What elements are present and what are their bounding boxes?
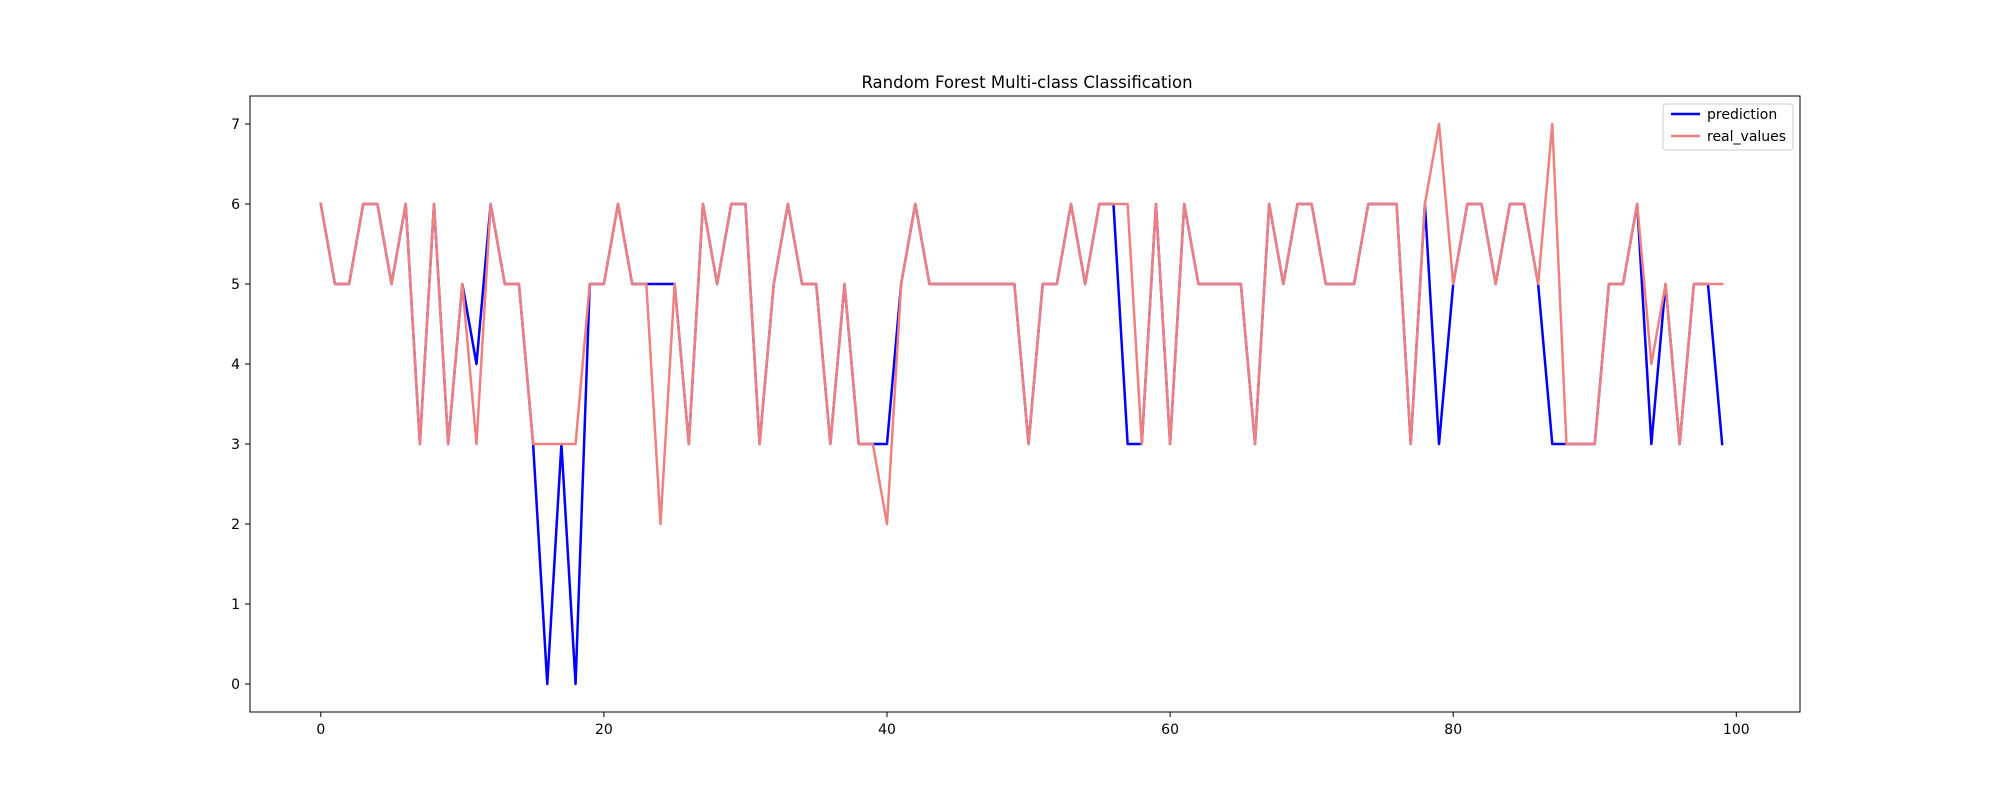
- y-tick-label: 4: [231, 357, 240, 373]
- y-tick-label: 6: [231, 197, 240, 213]
- y-tick-label: 0: [231, 677, 240, 693]
- y-tick-label: 2: [231, 517, 240, 533]
- x-tick-label: 20: [595, 722, 613, 738]
- x-tick-label: 100: [1723, 722, 1750, 738]
- chart-title: Random Forest Multi-class Classification: [861, 73, 1192, 92]
- y-tick-label: 5: [231, 277, 240, 293]
- y-tick-label: 7: [231, 117, 240, 133]
- legend-label-prediction: prediction: [1707, 107, 1777, 123]
- series-line-real-values: [319, 122, 1724, 526]
- x-tick-label: 0: [316, 722, 325, 738]
- y-tick-label: 1: [231, 597, 240, 613]
- y-axis: 0 1 2 3 4 5 6 7: [231, 117, 250, 693]
- y-tick-label: 3: [231, 437, 240, 453]
- x-axis: 0 20 40 60 80 100: [316, 712, 1750, 738]
- x-tick-label: 40: [878, 722, 896, 738]
- x-tick-label: 80: [1444, 722, 1462, 738]
- legend-label-real-values: real_values: [1707, 129, 1786, 145]
- legend-frame: [1662, 103, 1794, 151]
- series-lines: [319, 122, 1724, 686]
- x-tick-label: 60: [1161, 722, 1179, 738]
- legend: prediction real_values: [1662, 103, 1794, 151]
